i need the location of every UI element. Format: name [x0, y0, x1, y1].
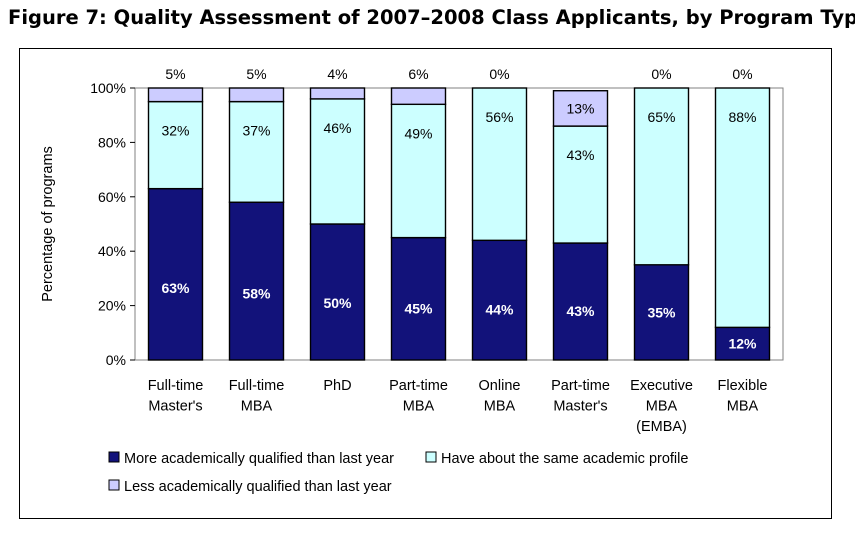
- bar-segment-more: [147, 187, 204, 361]
- bar-segment-more: [309, 223, 366, 361]
- data-label-less: 0%: [651, 66, 671, 82]
- y-tick-label: 0%: [106, 352, 126, 368]
- legend-swatch: [108, 479, 120, 491]
- data-label-less: 0%: [489, 66, 509, 82]
- data-label-less: 4%: [327, 66, 347, 82]
- legend-label: Less academically qualified than last ye…: [124, 479, 392, 495]
- x-tick-label: Executive: [630, 378, 693, 394]
- data-label-less: 0%: [732, 66, 752, 82]
- bar-segment-less: [390, 87, 447, 106]
- data-label-less: 5%: [165, 66, 185, 82]
- x-tick-label: Flexible: [718, 378, 768, 394]
- x-tick-label: Master's: [553, 399, 607, 415]
- x-tick-label: MBA: [241, 399, 273, 415]
- x-tick-label: MBA: [646, 399, 678, 415]
- x-tick-label: MBA: [484, 399, 516, 415]
- bar-segment-same: [633, 87, 690, 266]
- data-label-same: 37%: [242, 123, 270, 139]
- x-tick-label: Online: [479, 378, 521, 394]
- y-tick-label: 20%: [98, 298, 126, 314]
- bar-segment-more: [390, 236, 447, 361]
- y-axis-title: Percentage of programs: [40, 146, 56, 302]
- bar-segment-more: [552, 242, 609, 361]
- bar-segment-same: [471, 87, 528, 242]
- bar-segment-same: [309, 98, 366, 225]
- x-tick-label: PhD: [323, 378, 351, 394]
- bar-segment-same: [390, 103, 447, 239]
- y-tick-label: 80%: [98, 134, 126, 150]
- data-label-more: 58%: [242, 286, 271, 302]
- data-label-same: 65%: [647, 109, 675, 125]
- x-tick-label: MBA: [403, 399, 435, 415]
- x-tick-label: Full-time: [229, 378, 285, 394]
- data-label-more: 63%: [161, 280, 190, 296]
- data-label-less: 5%: [246, 66, 266, 82]
- legend-label: More academically qualified than last ye…: [124, 451, 394, 467]
- bar-segment-less: [228, 87, 285, 103]
- data-label-same: 32%: [161, 123, 189, 139]
- data-label-more: 44%: [485, 302, 514, 318]
- legend-label: Have about the same academic profile: [441, 451, 688, 467]
- bar-segment-more: [228, 201, 285, 361]
- bar-segment-same: [714, 87, 771, 329]
- stacked-bar-chart: 0% 20% 40% 60% 80% 100% Percentage of programs…: [40, 66, 784, 495]
- bar-segment-more: [633, 264, 690, 361]
- bar-segment-same: [147, 100, 204, 190]
- data-label-more: 50%: [323, 295, 352, 311]
- data-label-same: 46%: [323, 120, 351, 136]
- x-tick-label: MBA: [727, 399, 759, 415]
- x-tick-label: Full-time: [148, 378, 204, 394]
- plot-area-border: [134, 87, 784, 361]
- data-label-more: 45%: [404, 301, 433, 317]
- bar-segment-less: [309, 87, 366, 100]
- data-label-same: 43%: [566, 147, 594, 163]
- bar-segment-same: [228, 100, 285, 203]
- data-label-more: 12%: [728, 336, 757, 352]
- x-tick-label: (EMBA): [636, 419, 687, 435]
- data-label-less: 13%: [566, 100, 594, 116]
- data-label-same: 56%: [485, 109, 513, 125]
- bar-segment-more: [714, 326, 771, 361]
- x-tick-label: Part-time: [389, 378, 448, 394]
- data-label-same: 49%: [404, 125, 432, 141]
- y-tick-label: 100%: [90, 80, 126, 96]
- bar-segment-less: [552, 90, 609, 127]
- data-label-same: 88%: [728, 109, 756, 125]
- legend-swatch: [425, 451, 437, 463]
- x-tick-label: Master's: [148, 399, 202, 415]
- y-tick-label: 40%: [98, 243, 126, 259]
- chart-frame: 0% 20% 40% 60% 80% 100% Percentage of programs…: [19, 48, 832, 519]
- bar-segment-same: [552, 125, 609, 244]
- bar-segment-less: [147, 87, 204, 103]
- bar-segment-more: [471, 239, 528, 361]
- legend-swatch: [108, 451, 120, 463]
- y-tick-label: 60%: [98, 189, 126, 205]
- x-tick-label: Part-time: [551, 378, 610, 394]
- data-label-more: 43%: [566, 303, 595, 319]
- data-label-more: 35%: [647, 304, 676, 320]
- data-label-less: 6%: [408, 66, 428, 82]
- figure-title: Figure 7: Quality Assessment of 2007–200…: [8, 6, 855, 29]
